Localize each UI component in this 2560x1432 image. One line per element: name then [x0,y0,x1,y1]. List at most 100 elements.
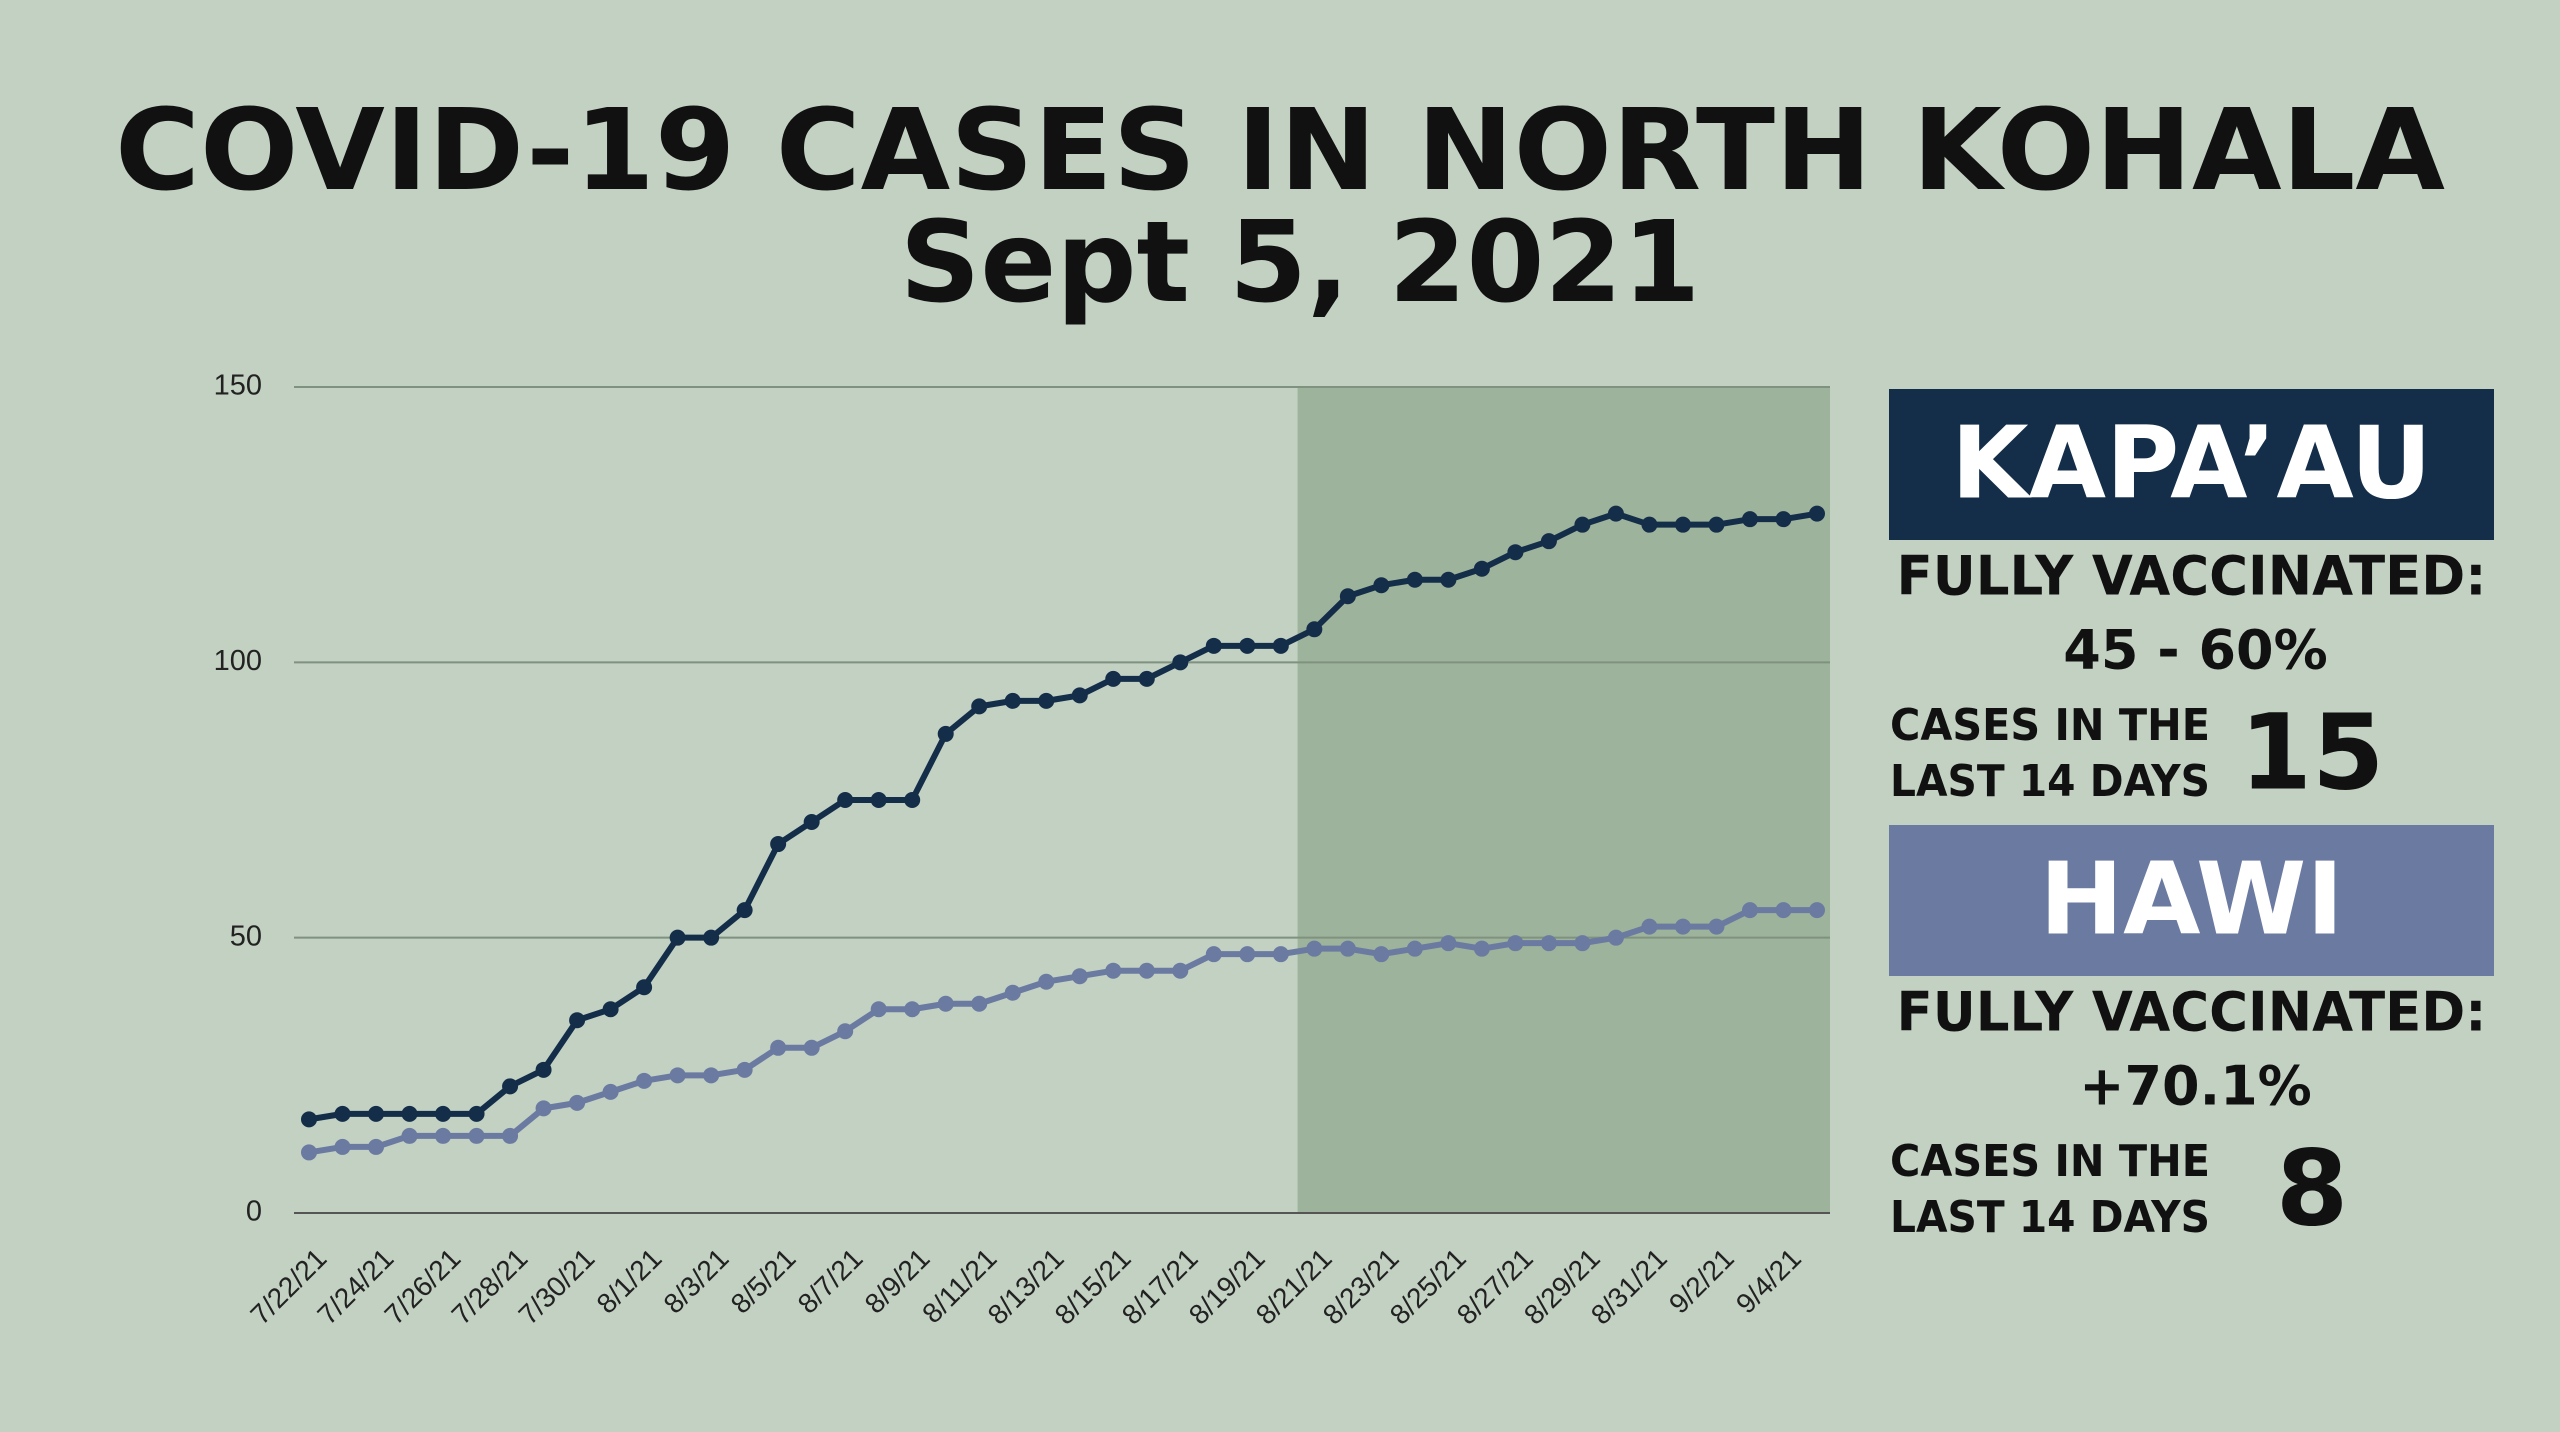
data-point [1574,516,1591,533]
data-point [1105,670,1122,687]
data-point [368,1138,385,1155]
data-point [669,1067,686,1084]
data-point [1674,918,1691,935]
data-point [1239,637,1256,654]
data-point [1138,670,1155,687]
data-point [736,1061,753,1078]
chart-subtitle: Sept 5, 2021 [900,198,1701,328]
cases-value: 8 [2276,1127,2348,1249]
data-point [334,1105,351,1122]
data-point [1540,935,1557,952]
data-point [435,1105,452,1122]
data-point [1708,516,1725,533]
data-point [1775,511,1792,528]
data-point [1473,940,1490,957]
y-tick-label: 100 [214,645,262,677]
data-point [937,725,954,742]
data-point [401,1127,418,1144]
data-point [1574,935,1591,952]
data-point [803,814,820,831]
data-point [971,995,988,1012]
data-point [468,1105,485,1122]
data-point [1507,935,1524,952]
data-point [468,1127,485,1144]
cases-value: 15 [2240,691,2385,813]
data-point [1205,946,1222,963]
data-point [703,929,720,946]
data-point [703,1067,720,1084]
series-line [308,907,1817,1156]
data-point [837,792,854,808]
highlight-region [1297,387,1830,1213]
data-point [1004,692,1021,709]
chart-title: COVID-19 CASES IN NORTH KOHALA [115,86,2445,216]
data-point [736,902,753,919]
data-point [1540,533,1557,550]
data-point [368,1105,385,1122]
data-point [1138,962,1155,979]
data-point [1306,621,1323,638]
data-point [1172,962,1189,979]
data-point [1339,588,1356,605]
data-point [1105,962,1122,979]
data-point [1038,692,1055,709]
panel-title: HAWI [2039,840,2343,957]
data-point [1607,505,1624,522]
data-point [1607,929,1624,946]
data-point [770,1039,787,1056]
data-point [1674,516,1691,533]
data-point [435,1127,452,1144]
data-point [1809,902,1825,919]
data-point [971,698,988,715]
data-point [1272,946,1289,963]
data-point [1641,918,1658,935]
series-line [308,510,1818,1123]
vaccinated-value: 45 - 60% [2063,619,2327,682]
data-point [1239,946,1256,963]
data-point [770,836,787,853]
data-point [1406,940,1423,957]
data-point [535,1061,552,1078]
data-point [904,1001,921,1018]
data-point [1272,637,1289,654]
data-point [1708,918,1725,935]
cases-label: CASES IN THE [1890,1136,2210,1187]
data-point [870,792,887,808]
data-point [1373,577,1390,594]
vaccinated-label: FULLY VACCINATED: [1897,981,2487,1044]
panel-title: KAPA’AU [1951,404,2432,521]
data-point [1339,940,1356,957]
data-point [1172,654,1189,671]
data-point [602,1083,619,1100]
data-point [1641,516,1658,533]
data-point [1406,571,1423,588]
data-point [904,792,921,808]
data-point [636,1072,653,1089]
data-point [1775,902,1792,919]
data-point [602,1001,619,1018]
data-point [803,1039,820,1056]
data-point [569,1094,586,1111]
data-point [301,1111,317,1128]
cases-label: LAST 14 DAYS [1890,1192,2210,1243]
data-point [1038,973,1055,990]
y-tick-label: 0 [246,1196,262,1228]
data-point [669,929,686,946]
data-point [301,1144,317,1161]
data-point [502,1127,519,1144]
y-tick-label: 150 [214,370,262,402]
data-point [1205,637,1222,654]
data-point [1071,968,1088,985]
data-point [1741,511,1758,528]
panel-header-box [1889,389,2494,540]
panel-header-box [1889,825,2494,976]
vaccinated-value: +70.1% [2079,1055,2312,1118]
data-point [937,995,954,1012]
cases-label: LAST 14 DAYS [1890,756,2210,807]
data-point [1004,984,1021,1001]
data-point [1473,560,1490,577]
y-tick-label: 50 [230,920,262,952]
data-point [837,1023,854,1040]
